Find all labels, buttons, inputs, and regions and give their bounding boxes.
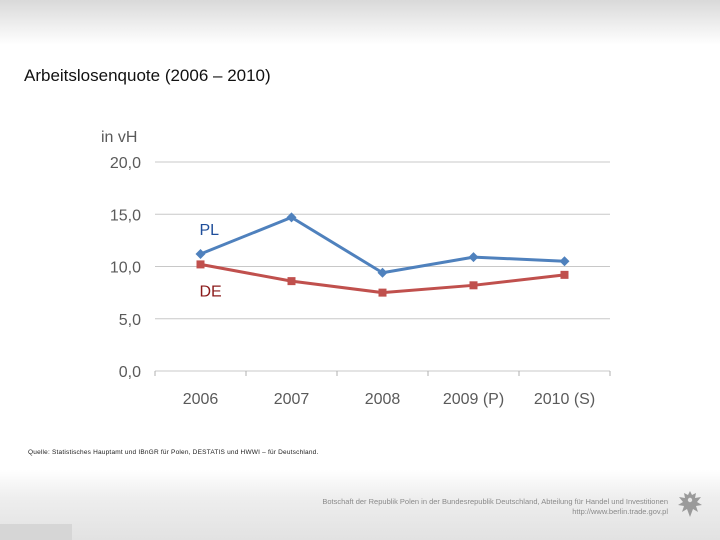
- y-tick-label: 5,0: [119, 312, 141, 329]
- polish-eagle-emblem-icon: [678, 491, 702, 517]
- x-tick-label: 2010 (S): [534, 391, 595, 408]
- source-note: Quelle: Statistisches Hauptamt und IBnGR…: [28, 449, 319, 456]
- data-point-de: [196, 260, 205, 269]
- data-point-pl: [195, 248, 206, 259]
- x-tick-label: 2007: [274, 391, 310, 408]
- data-point-pl: [286, 212, 297, 223]
- footer-url-link[interactable]: http://www.berlin.trade.gov.pl: [572, 507, 668, 516]
- y-tick-label: 0,0: [119, 364, 141, 381]
- series-label-pl: PL: [200, 222, 220, 239]
- data-point-de: [469, 281, 478, 290]
- y-axis-title: in vH: [101, 129, 137, 146]
- data-point-de: [378, 288, 387, 297]
- y-tick-label: 20,0: [110, 155, 141, 172]
- data-point-de: [560, 270, 569, 279]
- series-label-de: DE: [200, 283, 222, 300]
- footer-band: [0, 470, 720, 540]
- footer-text: Botschaft der Republik Polen in der Bund…: [322, 497, 668, 517]
- x-tick-label: 2008: [365, 391, 401, 408]
- data-point-pl: [559, 256, 570, 267]
- data-point-pl: [377, 267, 388, 278]
- header-band: [0, 0, 720, 45]
- data-point-pl: [468, 252, 479, 263]
- x-tick-label: 2009 (P): [443, 391, 504, 408]
- footer-embassy-line: Botschaft der Republik Polen in der Bund…: [322, 497, 668, 506]
- corner-mark: [0, 524, 72, 540]
- x-tick-label: 2006: [183, 391, 219, 408]
- y-tick-label: 15,0: [110, 207, 141, 224]
- slide-title: Arbeitslosenquote (2006 – 2010): [24, 66, 271, 85]
- series-line-pl: [199, 215, 565, 275]
- data-point-de: [287, 277, 296, 286]
- y-tick-label: 10,0: [110, 260, 141, 277]
